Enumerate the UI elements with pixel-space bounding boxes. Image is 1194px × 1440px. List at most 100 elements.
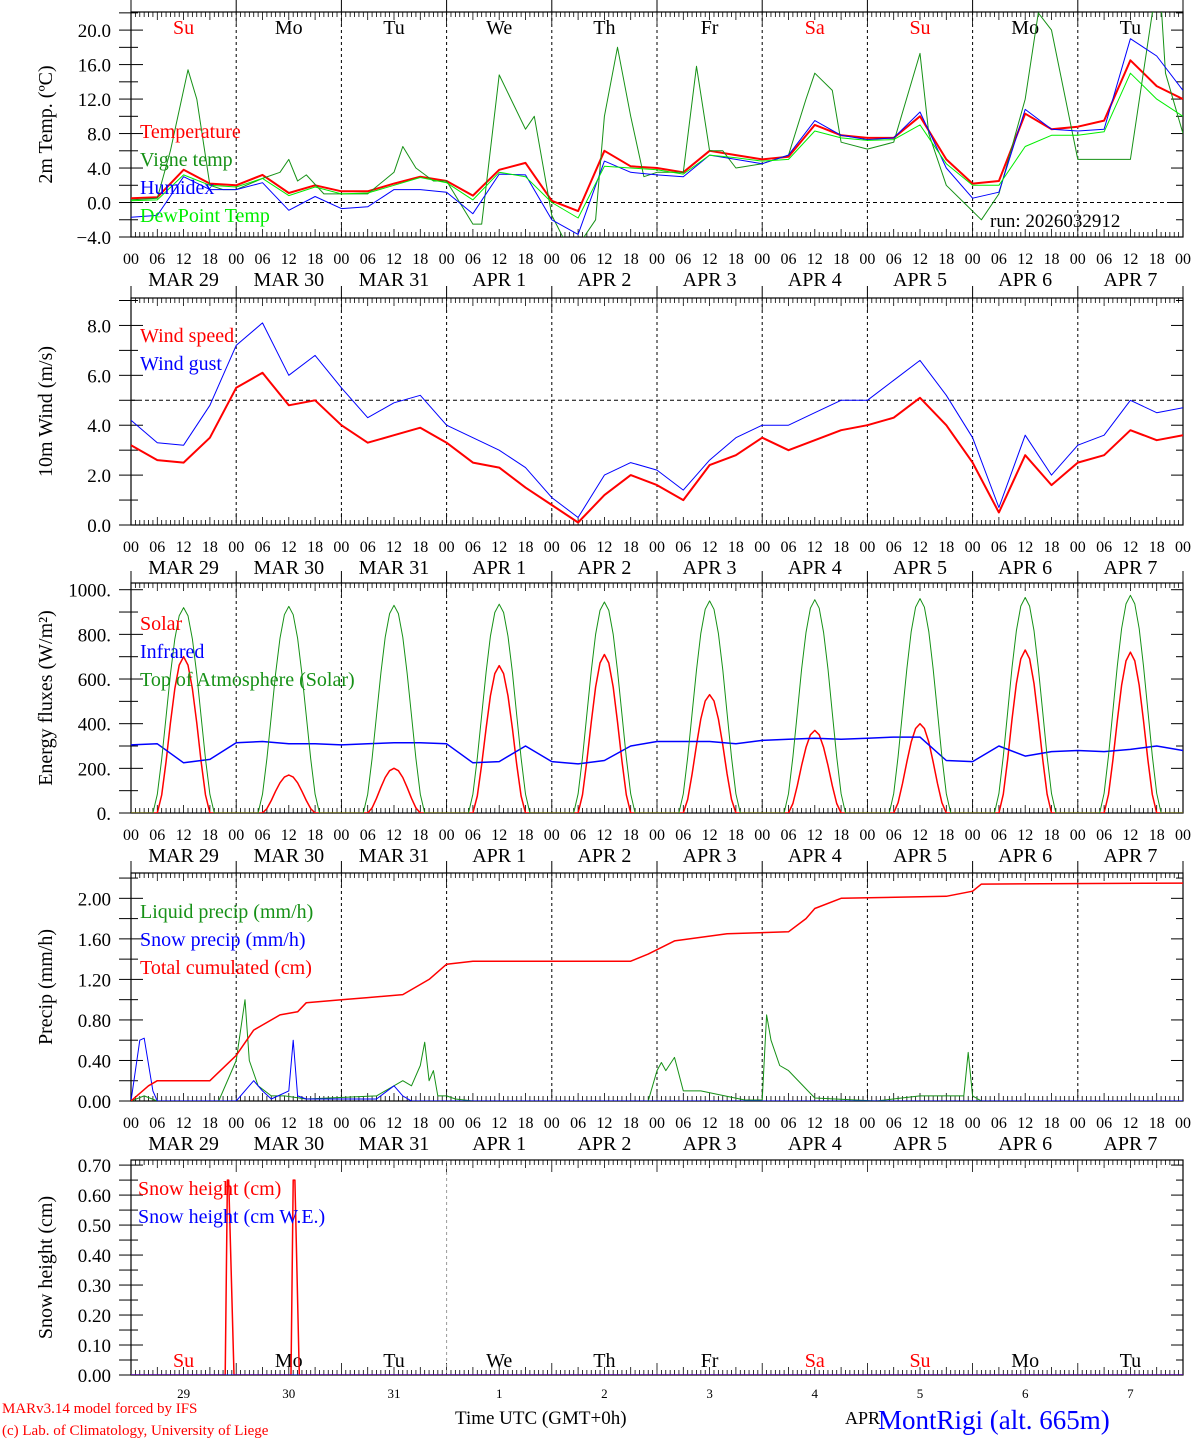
y-tick-label: 1.20 (78, 970, 111, 991)
x-date-label: MAR 31 (359, 269, 430, 291)
run-label: run: 2026032912 (990, 211, 1120, 232)
x-hour-label: 18 (412, 827, 428, 844)
x-hour-label: 12 (281, 539, 297, 556)
x-hour-label: 12 (807, 251, 823, 268)
x-date-label: APR 6 (998, 845, 1052, 867)
x-hour-label: 00 (1070, 827, 1086, 844)
x-hour-label: 00 (544, 539, 560, 556)
y-tick-label: 6.0 (87, 366, 111, 387)
day-name-label: Th (593, 17, 615, 39)
x-hour-label: 18 (518, 827, 534, 844)
x-hour-label: 18 (728, 251, 744, 268)
x-hour-label: 12 (912, 539, 928, 556)
x-hour-label: 12 (702, 1115, 718, 1132)
x-hour-label: 18 (728, 827, 744, 844)
x-hour-label: 12 (491, 251, 507, 268)
x-hour-label: 00 (754, 827, 770, 844)
x-date-label: APR 5 (893, 269, 947, 291)
x-date-label: APR 5 (893, 557, 947, 579)
y-tick-label: 20.0 (78, 21, 111, 42)
x-date-label: MAR 29 (148, 269, 219, 291)
x-hour-label: 18 (833, 539, 849, 556)
x-hour-label: 06 (1096, 539, 1112, 556)
x-hour-label: 06 (255, 251, 271, 268)
plot-frame (130, 1159, 1184, 1376)
x-hour-label: 06 (149, 1115, 165, 1132)
x-hour-label: 00 (123, 827, 139, 844)
y-tick-label: 0.50 (78, 1216, 111, 1237)
y-axis-title: Precip (mm/h) (35, 929, 57, 1045)
x-hour-label: 18 (202, 1115, 218, 1132)
x-hour-label: 18 (1044, 1115, 1060, 1132)
x-hour-label: 06 (886, 827, 902, 844)
x-hour-label: 12 (912, 251, 928, 268)
panel-1: −4.0 0.0 4.0 8.0 12.0 16.0 20.0 2m Temp. (ºC) 00… (35, 0, 1191, 291)
x-hour-label: 06 (360, 251, 376, 268)
x-hour-label: 12 (807, 827, 823, 844)
station-label: MontRigi (alt. 665m) (878, 1405, 1110, 1435)
x-hour-label: 00 (649, 251, 665, 268)
x-hour-label: 12 (491, 1115, 507, 1132)
x-day-number: 29 (177, 1386, 190, 1401)
x-hour-label: 00 (333, 1115, 349, 1132)
x-hour-label: 00 (754, 1115, 770, 1132)
y-tick-label: 8.0 (87, 125, 111, 146)
x-hour-label: 00 (649, 827, 665, 844)
y-tick-label: 1000. (68, 581, 111, 602)
x-hour-label: 12 (596, 251, 612, 268)
y-tick-label: 0.80 (78, 1011, 111, 1032)
x-date-label: APR 7 (1103, 1133, 1157, 1155)
x-hour-label: 12 (281, 1115, 297, 1132)
x-date-label: APR 2 (577, 845, 631, 867)
x-axis-title: Time UTC (GMT+0h) (455, 1408, 627, 1429)
series-line-snow-precip-mm-h (131, 1037, 1183, 1101)
x-hour-label: 06 (570, 827, 586, 844)
x-hour-label: 18 (202, 539, 218, 556)
x-hour-label: 18 (938, 251, 954, 268)
x-hour-label: 12 (596, 1115, 612, 1132)
x-date-label: MAR 31 (359, 845, 430, 867)
x-date-label: APR 1 (472, 557, 526, 579)
panel-4: 0.00 0.40 0.80 1.20 1.60 2.00 Precip (mm/h) 00 0… (35, 861, 1191, 1155)
x-hour-label: 00 (1070, 1115, 1086, 1132)
day-name-label: We (486, 17, 512, 39)
x-hour-label: 12 (386, 251, 402, 268)
series-line-wind-gust (131, 322, 1183, 518)
x-hour-label: 00 (649, 1115, 665, 1132)
x-hour-label: 18 (623, 827, 639, 844)
series-line-humidex (131, 38, 1183, 235)
x-hour-label: 06 (570, 1115, 586, 1132)
day-name-label: Mo (275, 1350, 303, 1372)
x-hour-label: 12 (1122, 1115, 1138, 1132)
y-tick-label: 0.0 (87, 516, 111, 537)
x-date-label: APR 3 (683, 557, 737, 579)
x-hour-label: 12 (386, 539, 402, 556)
legend-entry: Total cumulated (cm) (140, 957, 312, 979)
month-label: APR (845, 1408, 880, 1428)
legend-entry: Humidex (140, 177, 214, 199)
day-name-label: Tu (1120, 1350, 1142, 1372)
x-date-label: APR 1 (472, 1133, 526, 1155)
x-date-label: APR 4 (788, 557, 842, 579)
x-date-label: APR 2 (577, 557, 631, 579)
x-hour-label: 18 (833, 827, 849, 844)
legend-entry: Vigne temp (140, 149, 233, 171)
y-tick-label: 4.0 (87, 159, 111, 180)
x-hour-label: 06 (570, 539, 586, 556)
x-date-label: MAR 30 (254, 557, 325, 579)
x-hour-label: 06 (886, 539, 902, 556)
x-hour-label: 12 (912, 1115, 928, 1132)
x-day-number: 6 (1022, 1386, 1029, 1401)
x-hour-label: 06 (675, 827, 691, 844)
x-hour-label: 00 (228, 827, 244, 844)
x-hour-label: 18 (202, 827, 218, 844)
y-tick-label: 0. (97, 804, 111, 825)
y-tick-label: 0.30 (78, 1276, 111, 1297)
day-name-label: Su (173, 17, 194, 39)
x-hour-label: 00 (859, 1115, 875, 1132)
x-hour-label: 12 (596, 827, 612, 844)
x-date-label: MAR 30 (254, 269, 325, 291)
x-hour-label: 00 (544, 251, 560, 268)
x-hour-label: 00 (333, 827, 349, 844)
